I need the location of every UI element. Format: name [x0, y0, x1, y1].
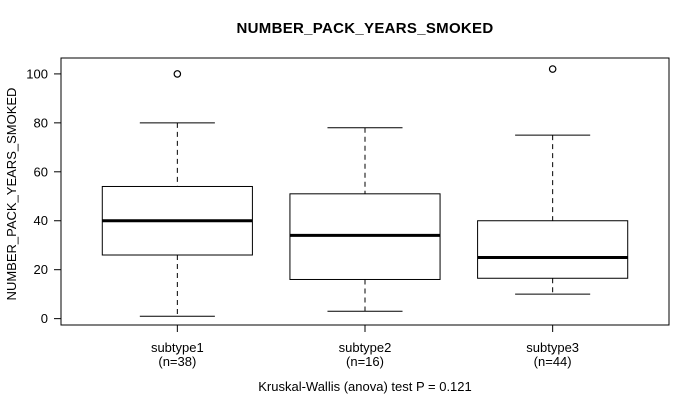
x-tick-label: subtype3 [526, 340, 579, 355]
y-tick-label: 20 [34, 262, 48, 277]
y-tick-label: 0 [41, 311, 48, 326]
iqr-box [477, 220, 629, 279]
y-tick-label: 100 [26, 66, 48, 81]
outlier-point [548, 65, 557, 73]
x-tick-sublabel: (n=16) [346, 354, 384, 369]
x-tick-sublabel: (n=44) [534, 354, 572, 369]
outlier-point [173, 70, 182, 78]
stat-test-caption: Kruskal-Wallis (anova) test P = 0.121 [258, 379, 472, 394]
x-tick-label: subtype1 [151, 340, 204, 355]
y-tick-label: 40 [34, 213, 48, 228]
y-tick-label: 80 [34, 115, 48, 130]
y-tick-label: 60 [34, 164, 48, 179]
chart-title: NUMBER_PACK_YEARS_SMOKED [236, 20, 494, 37]
x-tick-label: subtype2 [339, 340, 392, 355]
x-tick-sublabel: (n=38) [158, 354, 196, 369]
